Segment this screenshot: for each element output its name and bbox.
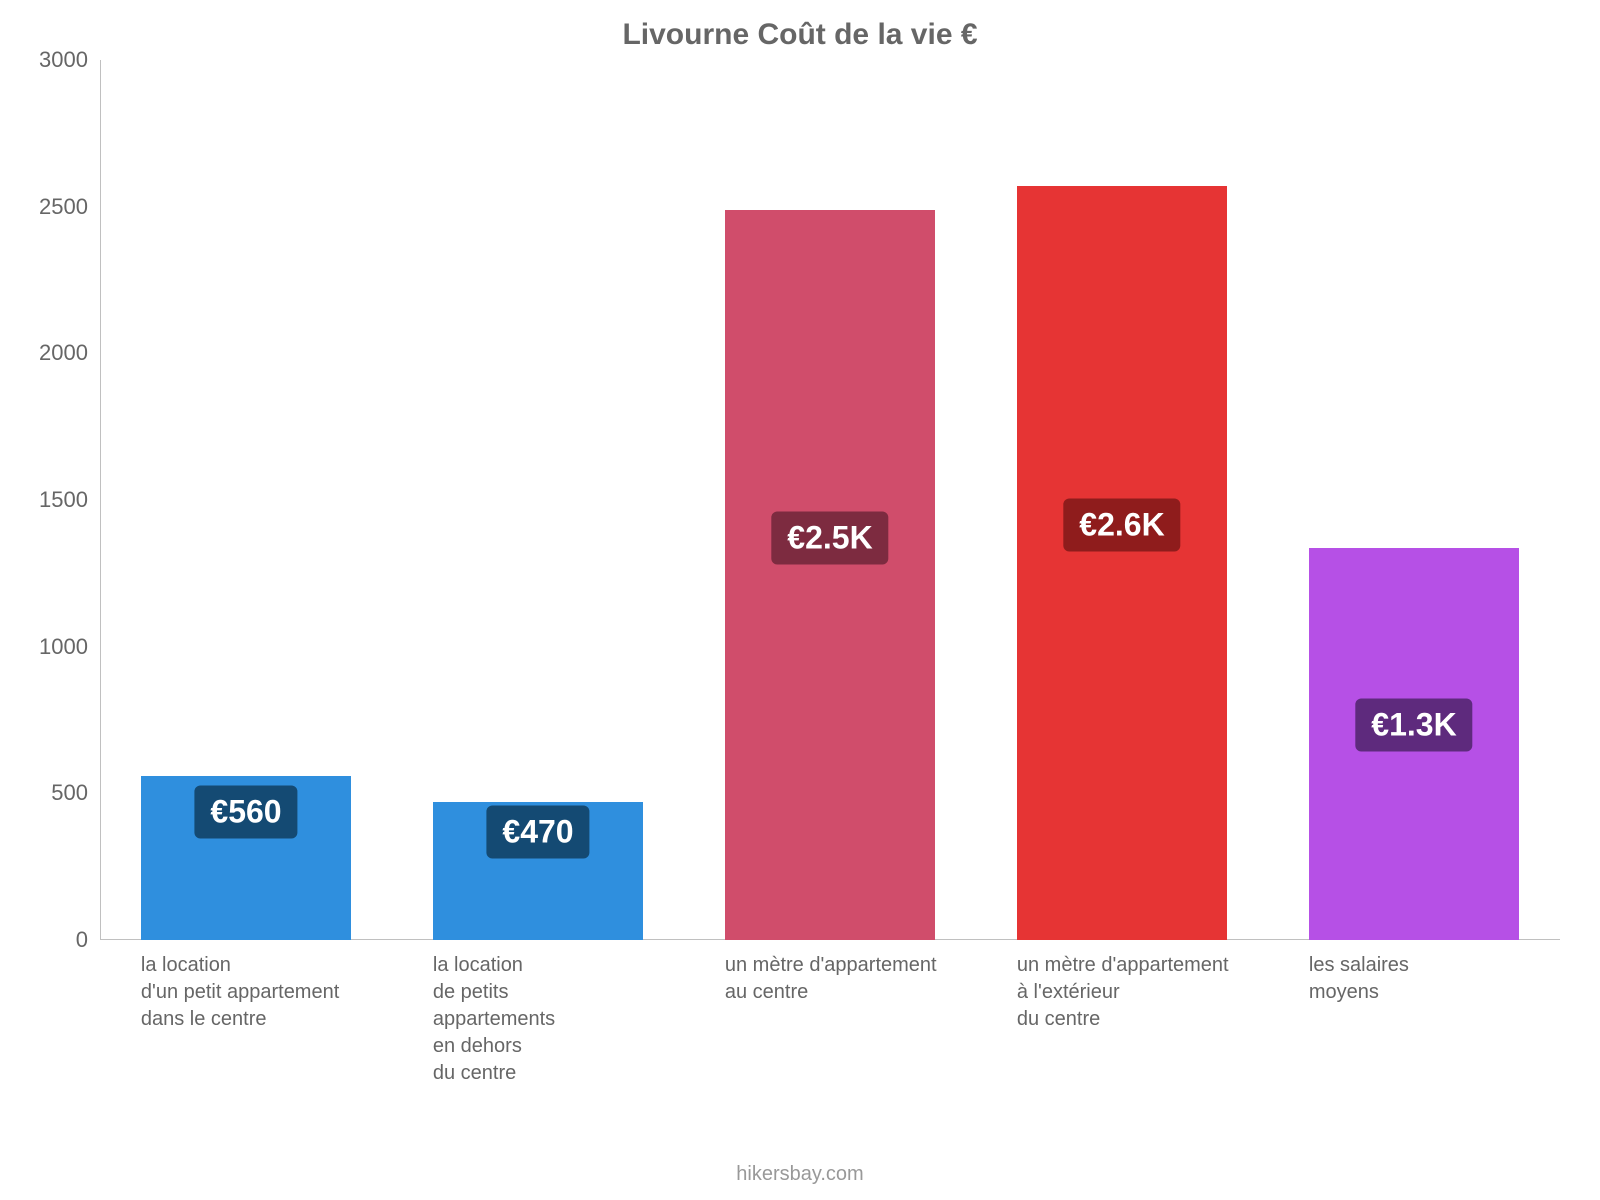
plot-area: €560 €470 €2.5K €2.6K €1.3K	[100, 60, 1560, 940]
x-tick-label: un mètre d'appartement au centre	[725, 952, 965, 1006]
y-tick-label: 0	[0, 927, 88, 953]
x-tick-label: la location de petits appartements en de…	[433, 952, 673, 1087]
bar	[1017, 186, 1227, 940]
chart-title: Livourne Coût de la vie €	[0, 18, 1600, 52]
y-tick-label: 2500	[0, 194, 88, 220]
y-tick-label: 1000	[0, 634, 88, 660]
y-tick-label: 3000	[0, 47, 88, 73]
bar-value-label: €470	[486, 806, 589, 859]
y-tick-label: 500	[0, 780, 88, 806]
x-tick-label: la location d'un petit appartement dans …	[141, 952, 381, 1033]
x-tick-label: les salaires moyens	[1309, 952, 1549, 1006]
y-axis-line	[100, 60, 101, 940]
bar-value-label: €2.5K	[771, 512, 888, 565]
chart-container: Livourne Coût de la vie € €560€470€2.5K€…	[0, 0, 1600, 1200]
bar-value-label: €1.3K	[1355, 698, 1472, 751]
bar	[725, 210, 935, 940]
bar-value-label: €560	[194, 785, 297, 838]
bar-value-label: €2.6K	[1063, 499, 1180, 552]
footer-attribution: hikersbay.com	[0, 1163, 1600, 1186]
x-tick-label: un mètre d'appartement à l'extérieur du …	[1017, 952, 1257, 1033]
y-tick-label: 2000	[0, 340, 88, 366]
y-tick-label: 1500	[0, 487, 88, 513]
